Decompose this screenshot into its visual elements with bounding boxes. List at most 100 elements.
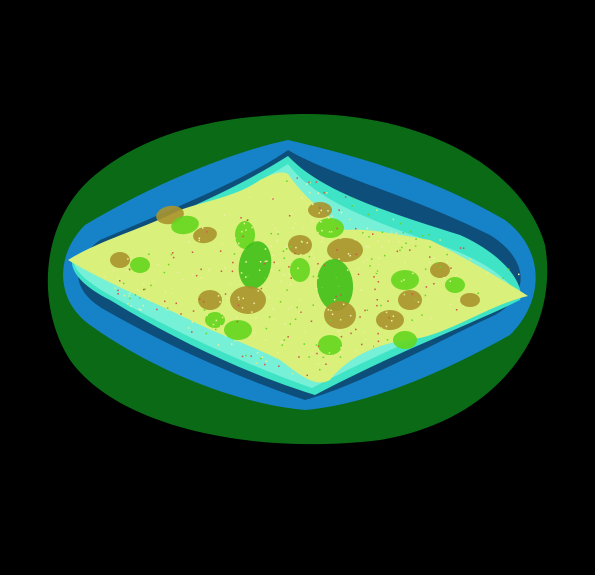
speckle-dot: [265, 339, 267, 341]
speckle-dot: [450, 267, 452, 269]
speckle-dot: [157, 263, 159, 266]
speckle-dot: [261, 356, 264, 358]
speckle-dot: [252, 233, 254, 235]
speckle-dot: [294, 318, 297, 320]
speckle-dot: [354, 350, 356, 353]
speckle-dot: [142, 304, 144, 307]
speckle-dot: [477, 279, 479, 282]
speckle-dot: [187, 327, 190, 329]
speckle-dot: [335, 276, 337, 279]
speckle-dot: [309, 191, 311, 194]
speckle-dot: [463, 263, 465, 266]
speckle-dot: [275, 185, 278, 188]
speckle-dot: [359, 316, 361, 318]
speckle-dot: [268, 296, 270, 299]
speckle-dot: [235, 316, 238, 319]
speckle-dot: [431, 313, 434, 315]
fractal-lobe: [238, 241, 272, 289]
speckle-dot: [221, 243, 223, 246]
speckle-dot: [123, 294, 126, 297]
speckle-dot: [189, 291, 192, 293]
speckle-dot: [301, 197, 303, 199]
speckle-dot: [166, 307, 169, 309]
speckle-dot: [380, 304, 382, 307]
speckle-dot: [139, 297, 141, 299]
speckle-dot: [203, 309, 206, 311]
speckle-dot: [317, 263, 319, 265]
speckle-dot: [366, 227, 369, 230]
speckle-dot: [308, 340, 310, 342]
speckle-dot: [287, 336, 289, 338]
speckle-dot: [443, 277, 445, 279]
fractal-lobe: [198, 290, 222, 310]
speckle-dot: [366, 259, 368, 261]
speckle-dot: [412, 272, 414, 275]
speckle-dot: [311, 220, 313, 222]
speckle-dot: [321, 287, 323, 289]
speckle-dot: [266, 260, 268, 262]
speckle-dot: [128, 268, 131, 270]
speckle-dot: [224, 278, 227, 281]
fractal-lobe: [316, 218, 344, 238]
speckle-dot: [373, 306, 375, 308]
speckle-dot: [518, 273, 520, 276]
speckle-dot: [295, 222, 297, 225]
speckle-dot: [170, 292, 173, 294]
speckle-dot: [355, 227, 357, 230]
speckle-dot: [377, 240, 379, 242]
speckle-dot: [458, 298, 460, 301]
speckle-dot: [264, 248, 267, 250]
speckle-dot: [203, 300, 205, 303]
speckle-dot: [385, 311, 388, 314]
fractal-lobe: [324, 301, 356, 329]
speckle-dot: [156, 308, 158, 311]
speckle-dot: [330, 309, 332, 312]
speckle-dot: [312, 275, 315, 278]
speckle-dot: [271, 223, 273, 225]
speckle-dot: [208, 268, 210, 270]
speckle-dot: [277, 233, 279, 235]
speckle-dot: [119, 280, 121, 282]
speckle-dot: [231, 315, 234, 317]
speckle-dot: [234, 237, 237, 239]
speckle-dot: [288, 266, 290, 268]
speckle-dot: [327, 309, 330, 311]
speckle-dot: [315, 288, 318, 290]
speckle-dot: [143, 288, 145, 291]
speckle-dot: [436, 262, 438, 264]
speckle-dot: [206, 314, 208, 316]
speckle-dot: [339, 356, 342, 358]
speckle-dot: [421, 314, 423, 316]
speckle-dot: [178, 271, 180, 273]
speckle-dot: [329, 319, 332, 321]
speckle-dot: [103, 275, 106, 278]
speckle-dot: [424, 268, 427, 270]
speckle-dot: [129, 297, 131, 300]
speckle-dot: [385, 303, 387, 306]
speckle-dot: [365, 254, 367, 257]
speckle-dot: [446, 301, 449, 304]
speckle-dot: [354, 238, 356, 241]
speckle-dot: [413, 329, 415, 331]
speckle-dot: [283, 274, 286, 276]
speckle-dot: [342, 303, 345, 306]
speckle-dot: [138, 308, 140, 310]
speckle-dot: [237, 304, 240, 307]
speckle-dot: [376, 271, 378, 273]
speckle-dot: [376, 299, 378, 301]
speckle-dot: [429, 246, 431, 248]
speckle-dot: [275, 228, 277, 230]
speckle-dot: [289, 323, 291, 325]
speckle-dot: [140, 309, 142, 311]
speckle-dot: [289, 283, 292, 286]
speckle-dot: [312, 203, 314, 206]
speckle-dot: [276, 352, 279, 354]
speckle-dot: [329, 362, 331, 365]
speckle-dot: [250, 355, 252, 357]
speckle-dot: [355, 253, 358, 256]
speckle-dot: [112, 270, 115, 272]
speckle-dot: [370, 332, 372, 334]
speckle-dot: [415, 238, 417, 240]
speckle-dot: [328, 352, 331, 354]
